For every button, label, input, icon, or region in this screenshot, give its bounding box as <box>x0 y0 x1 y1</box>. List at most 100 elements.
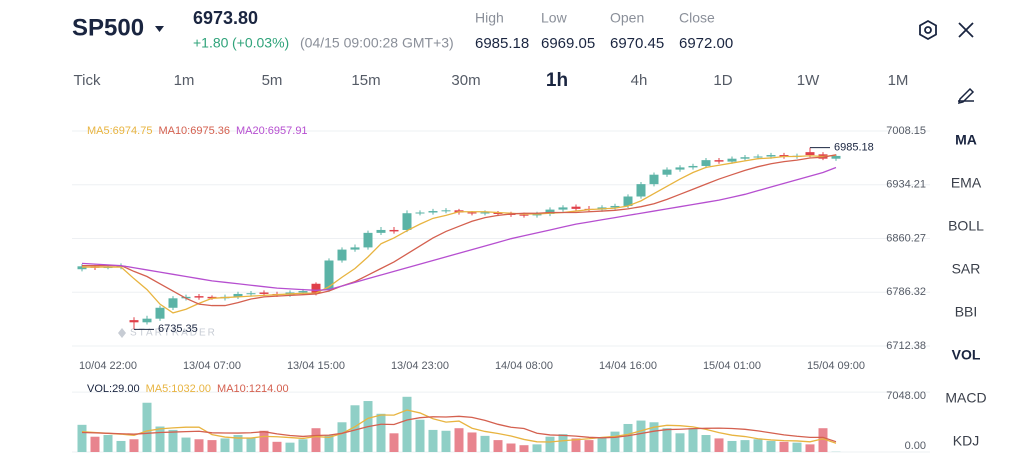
legend-entry: MA10:1214.00 <box>217 383 289 395</box>
indicator-button[interactable]: VOL <box>952 347 981 363</box>
stat-label: High <box>475 10 504 26</box>
timeframe-tab[interactable]: Tick <box>74 72 101 89</box>
ma-line <box>82 154 837 307</box>
volume-bar <box>181 437 191 452</box>
candle-body <box>688 165 698 168</box>
indicator-button[interactable]: KDJ <box>953 433 979 449</box>
stat-value: 6972.00 <box>679 35 733 52</box>
volume-bar <box>506 443 516 452</box>
candle-body <box>467 212 477 214</box>
volume-bar <box>168 429 178 452</box>
volume-bar <box>402 396 412 452</box>
volume-bar <box>636 420 646 452</box>
candle-body <box>649 174 659 185</box>
volume-bar <box>779 441 789 452</box>
symbol-dropdown[interactable] <box>155 26 164 32</box>
watermark-text: STARTRADER <box>130 328 217 339</box>
volume-bar <box>389 433 399 452</box>
candle-body <box>155 307 165 319</box>
indicator-button[interactable]: MA <box>955 132 977 148</box>
x-tick-label: 13/04 15:00 <box>287 360 345 372</box>
volume-bar <box>441 430 451 452</box>
timeframe-tab[interactable]: 30m <box>451 72 480 89</box>
watermark: STARTRADER <box>118 328 217 339</box>
volume-bar <box>428 429 438 452</box>
timeframe-tab[interactable]: 5m <box>262 72 283 89</box>
candle-body <box>142 318 152 323</box>
ma-line <box>81 166 837 291</box>
candle-body <box>636 184 646 197</box>
volume-bar <box>480 435 490 452</box>
indicator-list: MA EMA BOLL SAR BBI VOL MACD KDJ <box>945 132 986 449</box>
x-tick-label: 13/04 07:00 <box>183 360 241 372</box>
volume-bar <box>532 444 542 452</box>
volume-bar <box>766 440 776 452</box>
stat-value: 6985.18 <box>475 35 529 52</box>
candle-body <box>194 296 204 298</box>
stat-label: Open <box>610 10 644 26</box>
candle-body <box>714 160 724 162</box>
candle-body <box>740 157 750 159</box>
volume-bar <box>753 439 763 452</box>
indicator-button[interactable]: MACD <box>945 390 986 406</box>
candle-body <box>545 209 555 214</box>
candle-body <box>623 196 633 206</box>
symbol[interactable]: SP500 <box>72 14 144 41</box>
timeframe-tab[interactable]: 1W <box>797 72 820 89</box>
volume-bar <box>337 422 347 452</box>
indicator-button[interactable]: SAR <box>952 261 981 277</box>
stat-value: 6970.45 <box>610 35 664 52</box>
indicator-button[interactable]: BBI <box>955 304 978 320</box>
volume-bar <box>454 428 464 452</box>
volume-bar <box>467 432 477 452</box>
candle-body <box>675 167 685 170</box>
y-tick-label: 7048.00 <box>886 390 926 402</box>
volume-bar <box>324 435 334 452</box>
low-marker-label: 6735.35 <box>158 323 198 335</box>
volume-bar <box>675 433 685 452</box>
volume-bar <box>155 426 165 452</box>
x-tick-label: 13/04 23:00 <box>391 360 449 372</box>
indicator-button[interactable]: BOLL <box>948 218 984 234</box>
y-tick-label: 6712.38 <box>886 340 926 352</box>
indicator-button[interactable]: EMA <box>951 175 982 191</box>
price-change-pct: (+0.03%) <box>232 35 289 51</box>
volume-bar <box>350 405 360 452</box>
candle-body <box>350 247 360 250</box>
close-icon[interactable] <box>958 22 974 38</box>
candle-body <box>831 155 841 159</box>
timeframe-tab[interactable]: 1M <box>888 72 909 89</box>
y-tick-label: 6786.32 <box>886 286 926 298</box>
stat-label: Close <box>679 10 715 26</box>
settings-icon[interactable] <box>919 19 937 41</box>
close-stroke[interactable] <box>958 22 974 38</box>
candle-body <box>441 210 451 212</box>
pen-icon[interactable] <box>957 87 975 105</box>
y-tick-label: 7008.15 <box>886 125 926 137</box>
candle-body <box>337 249 347 261</box>
header: SP500 6973.80 +1.80 (+0.03%) (04/15 09:0… <box>72 8 974 52</box>
draw-tool-icon[interactable] <box>957 87 975 105</box>
settings-dot[interactable] <box>924 26 932 34</box>
volume-bar <box>311 428 321 452</box>
timeframe-tab[interactable]: 1D <box>713 72 732 89</box>
price-change: +1.80 <box>193 35 229 51</box>
volume-bar <box>571 438 581 452</box>
volume-bar <box>727 440 737 452</box>
candle-body <box>246 293 256 295</box>
timeframe-tab[interactable]: 1m <box>174 72 195 89</box>
volume-bar <box>246 437 256 452</box>
settings-hexagon[interactable] <box>919 19 937 41</box>
candle-body <box>207 296 217 299</box>
volume-bar <box>805 444 815 452</box>
volume-bar <box>285 442 295 452</box>
candle-body <box>480 212 490 214</box>
timeframe-tab[interactable]: 4h <box>631 72 648 89</box>
high-marker-label: 6985.18 <box>834 142 874 154</box>
timeframe-tab[interactable]: 1h <box>546 70 568 91</box>
timeframe-tab[interactable]: 15m <box>351 72 380 89</box>
candle-body <box>519 214 529 216</box>
legend-entry: MA10:6975.36 <box>158 125 230 137</box>
candle-body <box>376 229 386 233</box>
